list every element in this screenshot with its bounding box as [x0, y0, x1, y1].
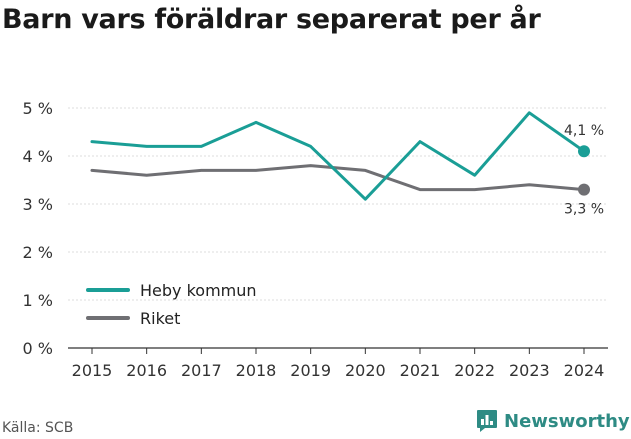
legend: Heby kommun Riket — [86, 281, 257, 328]
series-lines: 3,3 % 4,1 % — [90, 111, 604, 218]
x-axis-ticks: 2015 2016 2017 2018 2019 2020 2021 2022 2023 2024 — [72, 348, 605, 380]
end-label-0: 4,1 % — [564, 123, 604, 139]
end-marker-1 — [578, 183, 590, 196]
x-tick-label: 2016 — [126, 361, 167, 380]
brand-name: Newsworthy — [504, 410, 630, 432]
y-axis-ticks: 0 % 1 % 2 % 3 % 4 % 5 % — [23, 99, 53, 358]
legend-label: Heby kommun — [140, 281, 257, 300]
x-tick-label: 2018 — [236, 361, 277, 380]
source-note: Källa: SCB — [2, 420, 74, 436]
series-line-1 — [90, 164, 586, 192]
x-tick-label: 2020 — [345, 361, 386, 380]
x-tick-label: 2015 — [72, 361, 113, 380]
x-tick-label: 2022 — [454, 361, 495, 380]
series-line-0 — [90, 111, 586, 201]
end-label-1: 3,3 % — [564, 202, 604, 218]
y-tick-label: 0 % — [23, 339, 53, 358]
brand-logo[interactable]: Newsworthy — [476, 409, 630, 433]
x-tick-label: 2024 — [564, 361, 605, 380]
x-tick-label: 2019 — [290, 361, 331, 380]
grid-lines — [68, 107, 608, 349]
y-tick-label: 1 % — [23, 291, 53, 310]
y-tick-label: 5 % — [23, 99, 53, 118]
y-tick-label: 4 % — [23, 147, 53, 166]
x-tick-label: 2021 — [400, 361, 441, 380]
x-tick-label: 2017 — [181, 361, 222, 380]
end-marker-0 — [578, 145, 590, 158]
y-tick-label: 2 % — [23, 243, 53, 262]
x-tick-label: 2023 — [509, 361, 550, 380]
y-tick-label: 3 % — [23, 195, 53, 214]
legend-label: Riket — [140, 309, 180, 328]
bar-chart-icon — [477, 410, 497, 432]
chart-title: Barn vars föräldrar separerat per år — [2, 4, 541, 35]
